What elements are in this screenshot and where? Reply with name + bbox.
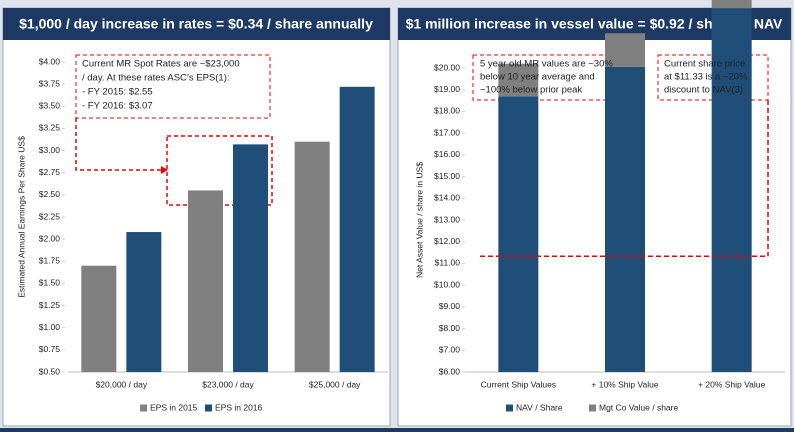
- y-tick-label: $2.00: [39, 233, 61, 243]
- x-tick-label: + 20% Ship Value: [698, 379, 765, 389]
- y-tick-label: $16.00: [434, 149, 460, 159]
- bar-segment: [498, 96, 539, 372]
- annotation-line: discount to NAV(3): [664, 85, 743, 96]
- bar-segment: [605, 66, 645, 373]
- y-tick-label: $1.75: [39, 256, 61, 266]
- y-tick-label: $18.00: [434, 106, 460, 116]
- x-tick-label: Current Ship Values: [481, 379, 556, 389]
- y-tick-label: $9.00: [439, 301, 461, 311]
- y-axis-label: Net Asset Value / share in US$: [414, 162, 424, 278]
- legend-swatch: [589, 404, 596, 412]
- y-tick-label: $0.50: [39, 366, 61, 376]
- y-tick-label: $10.00: [434, 279, 460, 289]
- arrow-head: [161, 166, 168, 174]
- y-tick-label: $11.00: [435, 258, 461, 268]
- y-tick-label: $3.00: [39, 145, 61, 155]
- annotation-line: 5 year old MR values are ~30%: [480, 59, 613, 70]
- y-tick-label: $3.75: [39, 78, 61, 88]
- x-tick-label: $20,000 / day: [96, 379, 148, 389]
- bar-segment: [498, 63, 539, 97]
- y-tick-label: $14.00: [434, 193, 460, 203]
- bar: [188, 190, 223, 372]
- bar: [339, 86, 375, 373]
- chart-title: $1 million increase in vessel value = $0…: [406, 16, 783, 32]
- footer-strip: [0, 428, 794, 432]
- annotation-line: Current MR Spot Rates are ~$23,000: [82, 59, 240, 70]
- bar: [126, 232, 162, 372]
- annotation-line: below 10 year average and: [480, 72, 595, 83]
- y-tick-label: $0.75: [39, 344, 61, 354]
- legend-swatch: [205, 404, 212, 412]
- y-tick-label: $15.00: [434, 171, 460, 181]
- y-tick-label: $17.00: [434, 127, 460, 137]
- annotation-line: at $11.33 is a ~20%: [664, 72, 748, 83]
- x-tick-label: $25,000 / day: [309, 379, 361, 389]
- x-tick-label: + 10% Ship Value: [591, 379, 658, 389]
- y-tick-label: $3.50: [39, 101, 61, 111]
- y-tick-label: $12.00: [434, 236, 460, 246]
- callout-box: [75, 54, 271, 119]
- legend-label: Mgt Co Value / share: [599, 402, 678, 412]
- bar: [294, 141, 330, 372]
- y-axis-label: Estimated Annual Earnings Per Share US$: [16, 136, 26, 298]
- x-tick-label: $23,000 / day: [202, 379, 254, 389]
- y-tick-label: $2.50: [39, 189, 61, 199]
- legend-label: EPS in 2016: [215, 402, 263, 412]
- bar-segment: [605, 33, 645, 67]
- y-tick-label: $3.25: [39, 123, 61, 133]
- y-tick-label: $4.00: [39, 56, 61, 66]
- callout-arrow: [75, 118, 164, 171]
- legend-swatch: [140, 404, 147, 412]
- y-tick-label: $1.00: [39, 322, 61, 332]
- bar-segment: [711, 8, 752, 373]
- y-tick-label: $19.00: [434, 84, 460, 94]
- chart-title: $1,000 / day increase in rates = $0.34 /…: [19, 16, 373, 32]
- bar: [233, 144, 268, 372]
- y-tick-label: $7.00: [439, 345, 461, 355]
- legend-swatch: [506, 404, 513, 412]
- y-tick-label: $6.00: [439, 366, 461, 376]
- annotation-line: Current share price: [664, 59, 745, 70]
- y-tick-label: $2.25: [39, 211, 61, 221]
- y-tick-label: $1.50: [39, 278, 61, 288]
- legend-label: NAV / Share: [516, 402, 563, 412]
- annotation-line: - FY 2016: $3.07: [82, 101, 153, 112]
- annotation-line: - FY 2015: $2.55: [82, 87, 153, 98]
- left-header: [3, 8, 390, 40]
- y-tick-label: $20.00: [434, 62, 460, 72]
- annotation-line: ~100% below prior peak: [480, 85, 582, 96]
- legend-label: EPS in 2015: [150, 402, 198, 412]
- bar-segment: [711, 0, 752, 9]
- y-tick-label: $13.00: [434, 214, 460, 224]
- y-tick-label: $1.25: [39, 300, 61, 310]
- bar: [81, 265, 117, 372]
- y-tick-label: $8.00: [439, 323, 461, 333]
- y-tick-label: $2.75: [39, 167, 61, 177]
- annotation-line: / day. At these rates ASC’s EPS(1):: [82, 73, 230, 84]
